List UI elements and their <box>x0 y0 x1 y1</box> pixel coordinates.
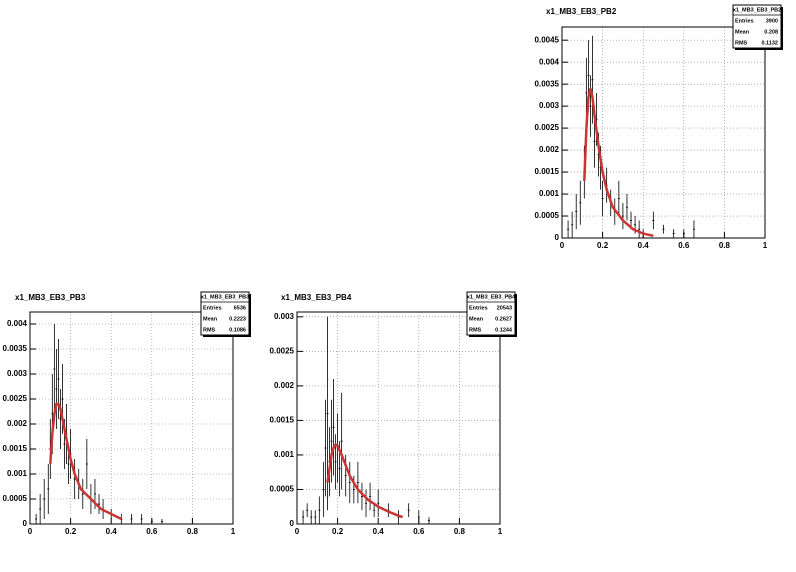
y-tick-label: 0 <box>290 519 295 528</box>
stats-value: 0.1244 <box>495 327 513 333</box>
stats-value: 0.208 <box>764 29 778 35</box>
x-tick-label: 0.8 <box>719 241 731 250</box>
x-tick-label: 0.2 <box>65 527 77 536</box>
fit-curve <box>326 442 404 519</box>
stats-value: 6536 <box>234 305 246 311</box>
y-tick-label: 0.004 <box>7 319 28 328</box>
y-tick-label: 0.0005 <box>270 485 295 494</box>
y-tick-label: 0.001 <box>539 189 560 198</box>
x-tick-label: 0.6 <box>146 527 158 536</box>
stats-box <box>466 291 516 336</box>
chart-title: x1_MB3_EB3_PB2 <box>546 7 617 16</box>
y-tick-label: 0.0045 <box>535 35 560 44</box>
plot-data <box>567 35 695 238</box>
stats-value: 0.1086 <box>229 327 246 333</box>
x-tick-label: 1 <box>231 527 236 536</box>
y-tick-label: 0.0025 <box>535 123 560 132</box>
y-tick-label: 0.0005 <box>535 211 560 220</box>
y-tick-label: 0.0015 <box>3 444 28 453</box>
y-tick-label: 0.001 <box>274 450 295 459</box>
y-tick-label: 0.004 <box>539 57 560 66</box>
stats-value: 0.2223 <box>229 316 246 322</box>
plot-frame <box>561 26 766 239</box>
stats-value: 20543 <box>497 305 512 311</box>
x-tick-label: 0.4 <box>638 241 650 250</box>
y-tick-label: 0.0015 <box>270 416 295 425</box>
stats-label: Entries <box>469 305 488 311</box>
y-tick-label: 0.0025 <box>3 394 28 403</box>
y-tick-label: 0.002 <box>539 145 560 154</box>
x-tick-label: 0.8 <box>187 527 199 536</box>
y-tick-label: 0 <box>555 233 560 242</box>
stats-label: Entries <box>735 18 754 24</box>
plot-data <box>302 316 430 524</box>
histogram-panel: x1_MB3_EB3_PB2 0 0.2 0.4 0.6 0.8 1 0 0.0005 0.001… <box>535 4 783 250</box>
y-tick-label: 0.0015 <box>535 167 560 176</box>
stats-label: RMS <box>735 40 748 46</box>
fit-curve <box>583 88 654 238</box>
histogram-panel: x1_MB3_EB3_PB3 0 0.2 0.4 0.6 0.8 1 0 0.0005 0.001… <box>3 291 251 536</box>
stats-value: 0.2627 <box>495 316 512 322</box>
y-tick-label: 0.0005 <box>3 494 28 503</box>
stats-label: Entries <box>203 305 222 311</box>
stats-box <box>732 4 782 49</box>
y-tick-label: 0.003 <box>539 101 560 110</box>
y-tick-label: 0.002 <box>7 419 28 428</box>
y-tick-label: 0.0035 <box>535 79 560 88</box>
x-tick-label: 0.4 <box>106 527 118 536</box>
stats-name: x1_MB3_EB3_PB4 <box>467 294 516 300</box>
stats-name: x1_MB3_EB3_PB2 <box>733 7 781 13</box>
stats-label: Mean <box>735 29 750 35</box>
stats-name: x1_MB3_EB3_PB3 <box>201 294 249 300</box>
y-tick-label: 0 <box>23 519 28 528</box>
plot-data <box>35 324 163 524</box>
stats-label: RMS <box>203 327 216 333</box>
x-tick-label: 0.8 <box>454 527 466 536</box>
y-tick-label: 0.0025 <box>270 346 295 355</box>
x-tick-label: 0.2 <box>332 527 344 536</box>
x-tick-label: 0.6 <box>678 241 690 250</box>
x-tick-label: 1 <box>498 527 503 536</box>
x-tick-label: 0 <box>28 527 33 536</box>
histogram-panel: x1_MB3_EB3_PB4 0 0.2 0.4 0.6 0.8 1 0 0.0005 0.001… <box>270 291 517 536</box>
x-tick-label: 0 <box>560 241 565 250</box>
stats-label: Mean <box>203 316 218 322</box>
x-tick-label: 0.6 <box>413 527 425 536</box>
x-tick-label: 1 <box>763 241 768 250</box>
fit-curve <box>49 402 122 521</box>
stats-label: RMS <box>469 327 482 333</box>
chart-title: x1_MB3_EB3_PB3 <box>15 293 86 302</box>
y-tick-label: 0.0035 <box>3 344 28 353</box>
stats-value: 3900 <box>766 18 778 24</box>
x-tick-label: 0 <box>295 527 300 536</box>
chart-title: x1_MB3_EB3_PB4 <box>281 293 352 302</box>
y-tick-label: 0.001 <box>7 469 28 478</box>
stats-box <box>200 291 250 336</box>
stats-value: 0.1132 <box>761 40 778 46</box>
x-tick-label: 0.2 <box>597 241 609 250</box>
y-tick-label: 0.002 <box>274 381 295 390</box>
stats-label: Mean <box>469 316 484 322</box>
y-tick-label: 0.003 <box>7 369 28 378</box>
x-tick-label: 0.4 <box>373 527 385 536</box>
y-tick-label: 0.003 <box>274 312 295 321</box>
